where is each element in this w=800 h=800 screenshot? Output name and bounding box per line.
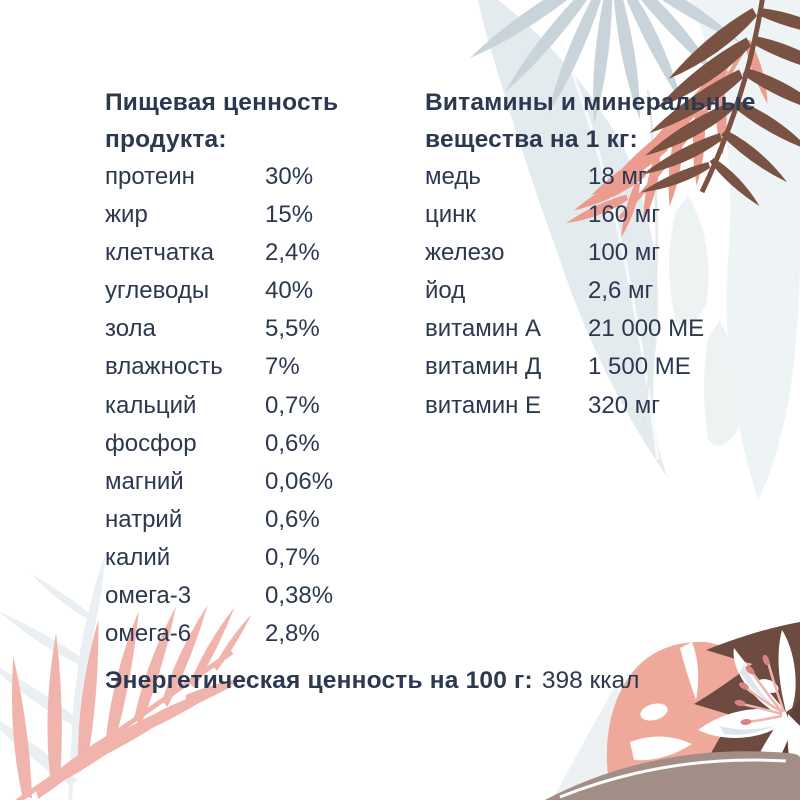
brown-fern-icon bbox=[637, 0, 800, 214]
palm-fan-icon bbox=[470, 0, 740, 124]
table-row: йод 2,6 мг bbox=[425, 272, 785, 310]
vitamins-title-line1: Витамины и минеральные bbox=[425, 89, 756, 116]
vitamin-label: железо bbox=[425, 239, 505, 267]
vitamin-label: цинк bbox=[425, 201, 476, 229]
nutrient-label: клетчатка bbox=[105, 239, 215, 267]
nutrient-label: углеводы bbox=[105, 277, 210, 305]
vitamin-value: 21 000 МЕ bbox=[588, 315, 705, 343]
nutrient-label: магний bbox=[105, 467, 184, 495]
nutrient-value: 0,38% bbox=[265, 582, 334, 610]
nutrient-label: жир bbox=[105, 201, 148, 229]
pink-fern-icon bbox=[0, 604, 268, 800]
table-row: фосфор 0,6% bbox=[105, 425, 415, 463]
vitamin-value: 320 мг bbox=[588, 391, 660, 419]
vitamin-label: витамин Е bbox=[425, 391, 542, 419]
mint-leaf-icon bbox=[669, 195, 740, 446]
vitamin-label: медь bbox=[425, 163, 481, 190]
pale-fern-icon bbox=[0, 554, 138, 800]
table-row: железо 100 мг bbox=[425, 234, 785, 272]
table-row: кальций 0,7% bbox=[105, 387, 415, 425]
vitamin-value: 100 мг bbox=[588, 239, 660, 267]
vitamin-value: 2,6 мг bbox=[588, 277, 654, 305]
nutrition-title-line1: Пищевая ценность bbox=[105, 89, 339, 116]
table-row: углеводы 40% bbox=[105, 272, 415, 310]
table-row: витамин Д 1 500 МЕ bbox=[425, 348, 785, 386]
table-row: протеин 30% bbox=[105, 158, 415, 196]
nutrient-label: натрий bbox=[105, 505, 183, 533]
table-row: влажность 7% bbox=[105, 348, 415, 386]
nutrition-rows: протеин 30% жир 15% клетчатка 2,4% углеводы… bbox=[105, 158, 415, 653]
energy-line: Энергетическая ценность на 100 г: 398 кка… bbox=[105, 664, 639, 698]
vitamins-rows: медь 18 мг цинк 160 мг железо 100 мг йод 2,6… bbox=[425, 158, 785, 425]
table-row: клетчатка 2,4% bbox=[105, 234, 415, 272]
vitamin-value: 160 мг bbox=[588, 201, 660, 229]
nutrient-value: 7% bbox=[265, 353, 300, 381]
nutrient-value: 40% bbox=[265, 277, 314, 305]
table-row: медь 18 мг bbox=[425, 158, 785, 196]
nutrient-value: 0,06% bbox=[265, 467, 334, 495]
mauve-leaf-icon bbox=[545, 751, 800, 800]
nutrient-value: 0,7% bbox=[265, 391, 320, 419]
nutrient-label: влажность bbox=[105, 353, 223, 381]
table-row: жир 15% bbox=[105, 196, 415, 234]
nutrient-label: калий bbox=[105, 543, 171, 571]
nutrition-section: Пищевая ценность продукта: протеин 30% жи… bbox=[105, 84, 415, 653]
vitamin-label: йод bbox=[425, 277, 466, 305]
nutrient-value: 2,4% bbox=[265, 239, 320, 267]
energy-value: 398 ккал bbox=[541, 667, 640, 694]
nutrient-label: протеин bbox=[105, 163, 195, 190]
nutrient-value: 30% bbox=[265, 163, 314, 190]
vitamin-label: витамин А bbox=[425, 315, 542, 343]
vitamin-label: витамин Д bbox=[425, 353, 542, 381]
nutrition-title-line2: продукта: bbox=[105, 126, 227, 153]
table-row: калий 0,7% bbox=[105, 539, 415, 577]
nutrient-label: омега-6 bbox=[105, 620, 192, 648]
vitamins-title: Витамины и минеральные вещества на 1 кг: bbox=[425, 84, 785, 158]
table-row: омега-6 2,8% bbox=[105, 615, 415, 653]
table-row: витамин А 21 000 МЕ bbox=[425, 310, 785, 348]
nutrient-value: 0,6% bbox=[265, 505, 320, 533]
table-row: цинк 160 мг bbox=[425, 196, 785, 234]
nutrient-label: зола bbox=[105, 315, 156, 343]
nutrient-value: 0,6% bbox=[265, 429, 320, 457]
nutrient-value: 2,8% bbox=[265, 620, 320, 648]
energy-label: Энергетическая ценность на 100 г: bbox=[105, 667, 533, 694]
vitamins-title-line2: вещества на 1 кг: bbox=[425, 126, 638, 153]
lily-anthers bbox=[734, 654, 770, 726]
nutrient-value: 15% bbox=[265, 201, 314, 229]
table-row: магний 0,06% bbox=[105, 463, 415, 501]
vitamins-section: Витамины и минеральные вещества на 1 кг:… bbox=[425, 84, 785, 425]
pale-leaf-icon bbox=[478, 0, 668, 478]
vitamin-value: 1 500 МЕ bbox=[588, 353, 691, 381]
nutrient-label: омега-3 bbox=[105, 582, 192, 610]
table-row: зола 5,5% bbox=[105, 310, 415, 348]
nutrient-value: 0,7% bbox=[265, 543, 320, 571]
table-row: омега-3 0,38% bbox=[105, 577, 415, 615]
table-row: витамин Е 320 мг bbox=[425, 387, 785, 425]
nutrient-label: фосфор bbox=[105, 429, 197, 457]
nutrition-title: Пищевая ценность продукта: bbox=[105, 84, 415, 158]
nutrient-value: 5,5% bbox=[265, 315, 320, 343]
nutrient-label: кальций bbox=[105, 391, 197, 419]
table-row: натрий 0,6% bbox=[105, 501, 415, 539]
vitamin-value: 18 мг bbox=[588, 163, 647, 190]
